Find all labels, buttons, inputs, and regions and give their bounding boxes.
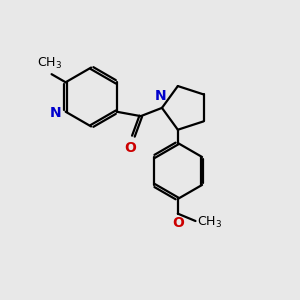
Text: N: N (155, 88, 166, 103)
Text: CH$_3$: CH$_3$ (37, 56, 62, 70)
Text: O: O (172, 216, 184, 230)
Text: O: O (124, 141, 136, 154)
Text: CH$_3$: CH$_3$ (197, 215, 222, 230)
Text: N: N (50, 106, 61, 120)
